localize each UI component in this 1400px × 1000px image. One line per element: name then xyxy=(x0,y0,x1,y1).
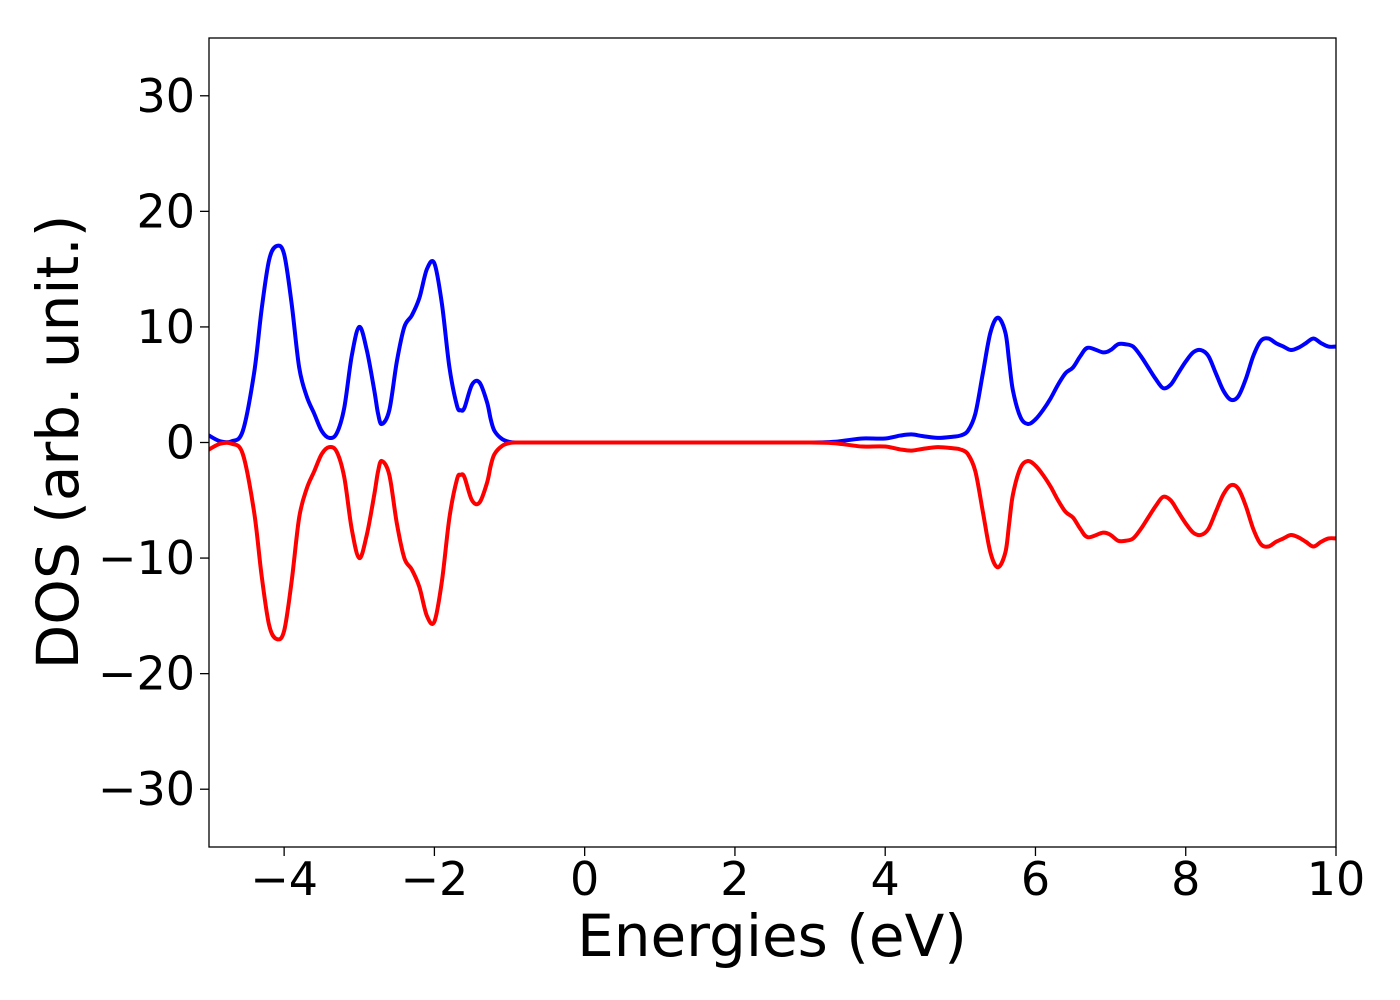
x-tick-label: −4 xyxy=(250,852,318,906)
x-tick-label: 8 xyxy=(1171,852,1200,906)
spin-up-dos-line xyxy=(209,243,1336,445)
y-axis-ticks: −30 −20 −10 0 10 20 30 xyxy=(98,69,209,816)
y-tick-label: 0 xyxy=(166,416,195,470)
x-tick-label: 0 xyxy=(570,852,599,906)
y-tick-label: −20 xyxy=(98,647,195,701)
y-tick-label: −10 xyxy=(98,531,195,585)
x-tick-label: −2 xyxy=(400,852,468,906)
series-layer xyxy=(209,243,1336,642)
y-tick-label: 20 xyxy=(136,184,195,238)
x-tick-label: 2 xyxy=(720,852,749,906)
spin-down-dos-line xyxy=(209,440,1336,642)
x-axis-label: Energies (eV) xyxy=(577,902,967,970)
x-tick-label: 6 xyxy=(1021,852,1050,906)
y-tick-label: 10 xyxy=(136,300,195,354)
y-axis-label: DOS (arb. unit.) xyxy=(24,215,92,670)
x-axis-ticks: −4 −2 0 2 4 6 8 10 xyxy=(250,847,1365,906)
y-tick-label: −30 xyxy=(98,762,195,816)
x-tick-label: 10 xyxy=(1307,852,1366,906)
y-tick-label: 30 xyxy=(136,69,195,123)
x-tick-label: 4 xyxy=(871,852,900,906)
